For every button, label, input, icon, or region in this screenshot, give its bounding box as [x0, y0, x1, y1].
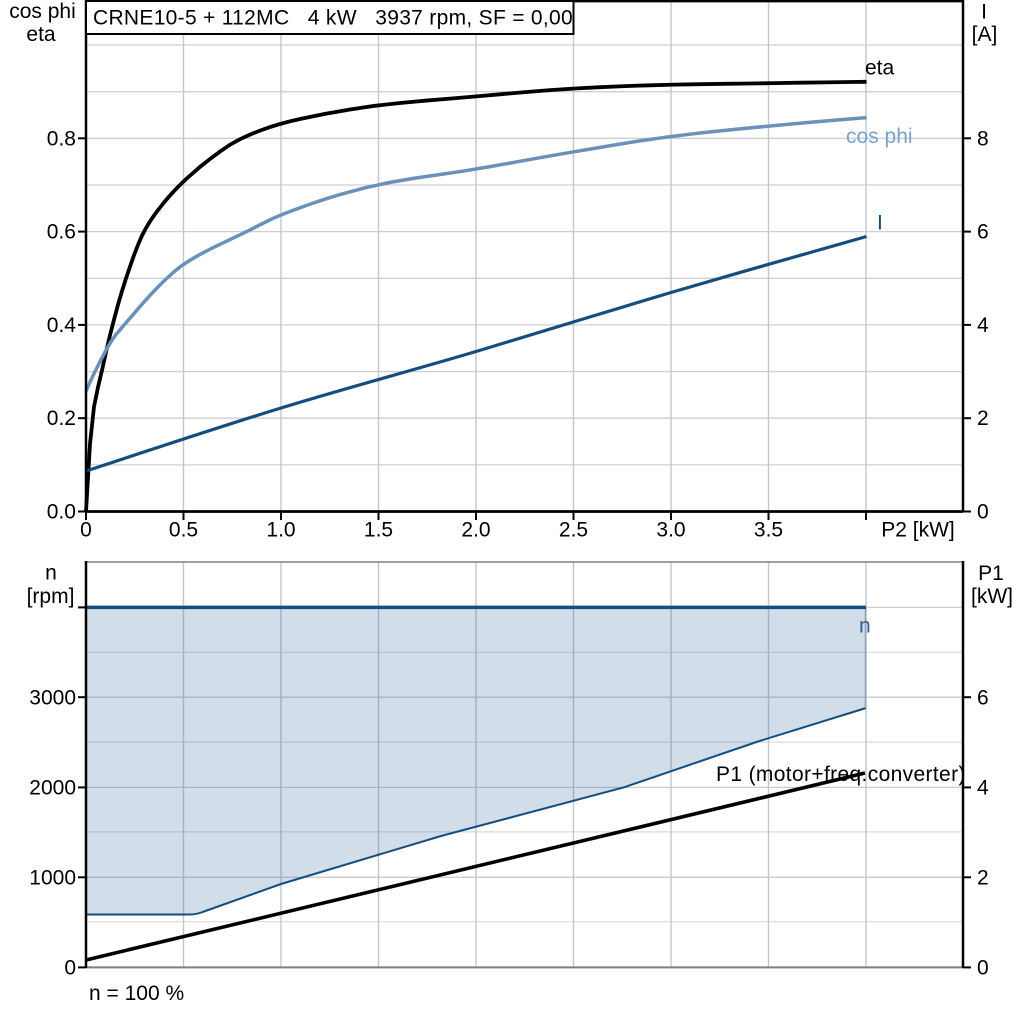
svg-text:2.0: 2.0 — [461, 519, 490, 542]
svg-text:eta: eta — [865, 57, 895, 80]
svg-text:3.5: 3.5 — [754, 519, 783, 542]
svg-text:0.4: 0.4 — [47, 314, 77, 337]
svg-text:CRNE10-5 + 112MC 4 kW 3937: CRNE10-5 + 112MC 4 kW 3937 rpm, SF = 0,0… — [93, 7, 573, 30]
svg-text:1.5: 1.5 — [364, 519, 393, 542]
svg-text:0: 0 — [977, 956, 989, 979]
svg-text:eta: eta — [26, 23, 56, 46]
svg-text:cos phi: cos phi — [846, 125, 913, 148]
svg-text:[A]: [A] — [972, 23, 998, 46]
svg-text:8: 8 — [977, 127, 989, 150]
svg-text:cos phi: cos phi — [9, 0, 76, 23]
svg-text:0.6: 0.6 — [47, 221, 76, 244]
svg-text:P1: P1 — [978, 562, 1004, 585]
svg-text:n: n — [859, 615, 871, 638]
svg-text:0.5: 0.5 — [169, 519, 198, 542]
svg-text:2000: 2000 — [29, 777, 76, 800]
svg-text:[rpm]: [rpm] — [27, 585, 75, 608]
svg-text:I: I — [981, 1, 987, 24]
svg-text:0: 0 — [977, 501, 989, 524]
svg-text:6: 6 — [977, 687, 989, 710]
svg-text:1.0: 1.0 — [266, 519, 295, 542]
svg-text:1000: 1000 — [29, 867, 76, 890]
svg-text:P2 [kW]: P2 [kW] — [881, 519, 955, 542]
svg-text:0: 0 — [80, 519, 92, 542]
svg-text:2: 2 — [977, 407, 989, 430]
svg-text:4: 4 — [977, 777, 989, 800]
svg-text:0: 0 — [64, 956, 76, 979]
svg-text:2.5: 2.5 — [559, 519, 588, 542]
svg-text:n = 100 %: n = 100 % — [89, 982, 184, 1005]
svg-text:0.2: 0.2 — [47, 407, 76, 430]
svg-text:[kW]: [kW] — [971, 585, 1013, 608]
svg-text:3000: 3000 — [29, 687, 76, 710]
svg-text:6: 6 — [977, 221, 989, 244]
svg-text:0.0: 0.0 — [47, 501, 76, 524]
svg-text:P1 (motor+freq.converter): P1 (motor+freq.converter) — [716, 763, 966, 786]
svg-text:n: n — [45, 562, 57, 585]
svg-text:0.8: 0.8 — [47, 127, 76, 150]
svg-text:4: 4 — [977, 314, 989, 337]
svg-text:3.0: 3.0 — [656, 519, 685, 542]
svg-text:2: 2 — [977, 867, 989, 890]
svg-text:I: I — [877, 212, 883, 235]
